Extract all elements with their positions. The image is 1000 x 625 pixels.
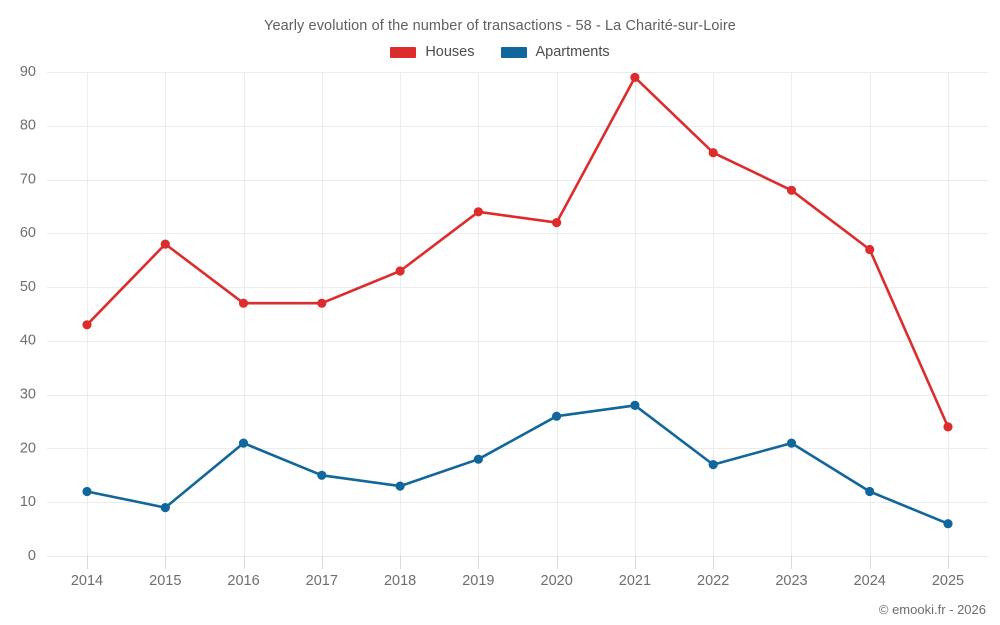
legend-item-apartments[interactable]: Apartments	[500, 44, 610, 60]
legend-swatch-houses	[390, 46, 417, 58]
gridlines	[47, 72, 988, 557]
data-point-houses-2023[interactable]	[786, 185, 797, 195]
axis-ticks	[87, 556, 949, 569]
data-point-apartments-2016[interactable]	[238, 438, 249, 448]
series-line-apartments	[85, 404, 950, 526]
data-point-houses-2016[interactable]	[238, 298, 249, 308]
x-tick-label: 2021	[619, 573, 651, 589]
y-tick-label: 0	[28, 548, 36, 564]
data-point-houses-2018[interactable]	[395, 266, 405, 276]
x-tick-label: 2022	[697, 573, 729, 589]
x-tick-label: 2020	[541, 573, 573, 589]
data-point-apartments-2018[interactable]	[395, 481, 405, 491]
data-point-apartments-2022[interactable]	[708, 460, 718, 470]
x-tick-label: 2015	[149, 573, 181, 589]
x-tick-label: 2016	[227, 573, 259, 589]
y-tick-label: 20	[20, 440, 36, 456]
y-tick-label: 10	[20, 494, 36, 510]
data-point-houses-2014[interactable]	[82, 320, 92, 330]
data-point-apartments-2019[interactable]	[473, 454, 483, 464]
vertical-gridlines	[87, 72, 949, 556]
y-tick-label: 40	[20, 333, 36, 349]
data-point-houses-2025[interactable]	[943, 422, 953, 432]
legend-item-houses[interactable]: Houses	[390, 44, 475, 60]
data-point-houses-2020[interactable]	[552, 218, 562, 228]
y-axis-tick-labels: 0 10 20 30 40 50 60 70 80 90	[20, 64, 36, 564]
data-point-houses-2017[interactable]	[317, 298, 327, 308]
x-tick-label: 2023	[775, 573, 807, 589]
data-point-houses-2024[interactable]	[865, 244, 875, 255]
data-point-apartments-2024[interactable]	[865, 486, 875, 497]
data-point-houses-2015[interactable]	[160, 239, 170, 249]
data-series-group	[82, 72, 953, 529]
data-point-houses-2019[interactable]	[473, 207, 483, 217]
y-tick-label: 90	[20, 64, 36, 80]
data-point-apartments-2021[interactable]	[630, 400, 640, 410]
data-point-apartments-2025[interactable]	[943, 519, 953, 529]
data-point-apartments-2015[interactable]	[160, 503, 170, 513]
y-tick-label: 30	[20, 386, 36, 402]
data-point-houses-2021[interactable]	[630, 72, 640, 82]
x-tick-label: 2024	[854, 573, 886, 589]
y-tick-label: 80	[20, 118, 36, 134]
legend-swatch-apartments	[500, 46, 527, 58]
data-point-apartments-2014[interactable]	[82, 486, 92, 497]
legend-label-houses: Houses	[425, 44, 475, 60]
data-point-apartments-2023[interactable]	[786, 438, 797, 448]
chart-title: Yearly evolution of the number of transa…	[264, 18, 736, 34]
chart-legend: Houses Apartments	[0, 44, 1000, 60]
legend-label-apartments: Apartments	[535, 44, 610, 60]
y-tick-label: 50	[20, 279, 36, 295]
x-tick-label: 2025	[932, 573, 964, 589]
y-tick-label: 70	[20, 171, 36, 187]
data-point-apartments-2017[interactable]	[317, 470, 327, 480]
data-point-apartments-2020[interactable]	[552, 411, 562, 421]
x-tick-label: 2014	[71, 573, 103, 589]
copyright-credit: © emooki.fr - 2026	[878, 602, 986, 617]
x-tick-label: 2017	[306, 573, 338, 589]
x-tick-label: 2019	[462, 573, 494, 589]
data-point-houses-2022[interactable]	[708, 148, 718, 158]
x-tick-label: 2018	[384, 573, 416, 589]
x-axis-tick-labels: 2014 2015 2016 2017 2018 2019 2020 2021 2022 2023…	[71, 573, 964, 589]
series-line-houses	[85, 76, 950, 429]
y-tick-label: 60	[20, 225, 36, 241]
